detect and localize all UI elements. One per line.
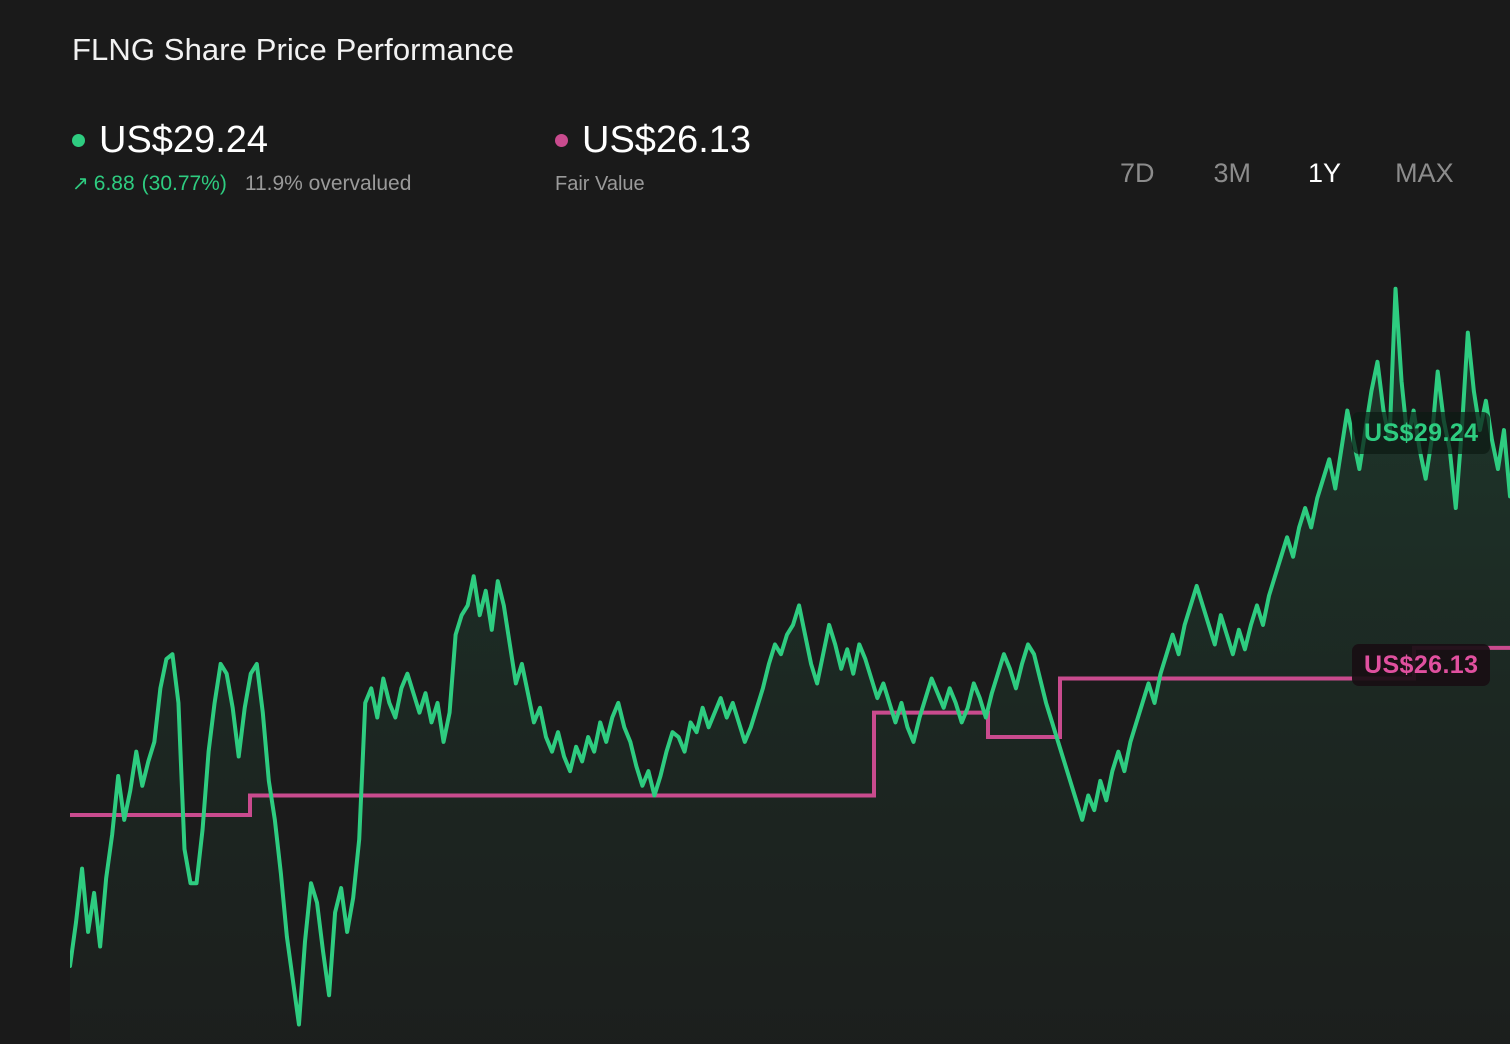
price-chart[interactable] [70, 240, 1510, 1044]
change-absolute: 6.88 [93, 172, 135, 195]
page-title: FLNG Share Price Performance [72, 32, 515, 67]
range-button-3m[interactable]: 3M [1214, 152, 1252, 194]
fair-value-chart-badge: US$26.13 [1352, 644, 1491, 686]
fair-value-line: US$26.13 [555, 118, 751, 162]
fair-value-label: Fair Value [555, 173, 645, 195]
price-area-fill [70, 288, 1510, 1044]
chart-header: FLNG Share Price Performance US$29.24 ↗ … [0, 0, 1510, 240]
share-price-line [70, 286, 1510, 1027]
chart-svg [70, 286, 1510, 1044]
fair-value-block: US$26.13 Fair Value [555, 118, 751, 197]
current-price-subline: ↗ 6.88 (30.77%) 11.9% overvalued [72, 171, 411, 197]
range-button-1y[interactable]: 1Y [1308, 152, 1341, 194]
range-selector[interactable]: 7D 3M 1Y MAX [1120, 152, 1454, 194]
valuation-note: 11.9% overvalued [244, 172, 412, 195]
arrow-up-right-icon: ↗ [72, 173, 89, 195]
current-price-value: US$29.24 [99, 119, 269, 161]
fair-value-value: US$26.13 [582, 119, 752, 161]
range-button-7d[interactable]: 7D [1120, 152, 1155, 194]
status-dot-pink-icon [555, 133, 568, 147]
current-price-line: US$29.24 [72, 118, 411, 162]
status-dot-green-icon [72, 133, 85, 147]
current-price-chart-badge: US$29.24 [1352, 412, 1491, 454]
stats-row: US$29.24 ↗ 6.88 (30.77%) 11.9% overvalue… [72, 118, 1510, 208]
range-button-max[interactable]: MAX [1395, 152, 1454, 194]
current-price-block: US$29.24 ↗ 6.88 (30.77%) 11.9% overvalue… [72, 118, 411, 197]
change-percent: (30.77%) [141, 172, 227, 195]
